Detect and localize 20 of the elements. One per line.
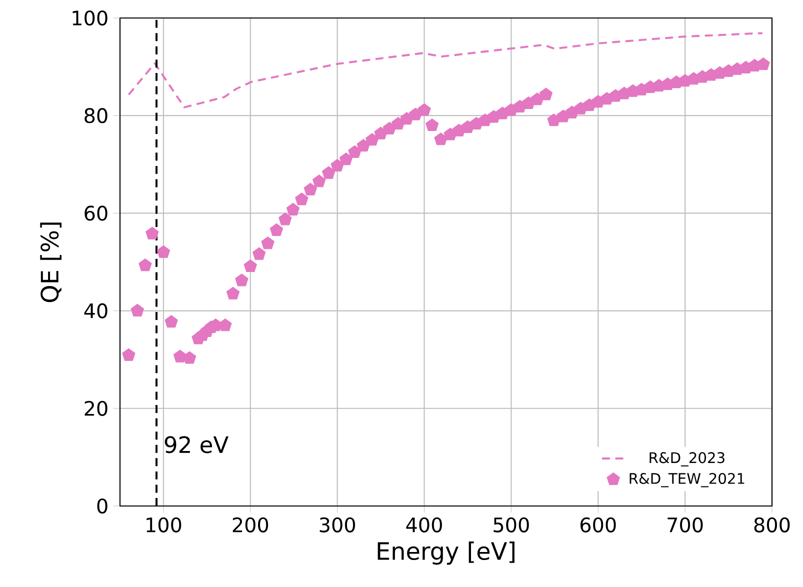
y-tick-label: 40 (84, 303, 108, 318)
legend-label: R&D_TEW_2021 (630, 472, 744, 488)
x-tick-label: 300 (320, 517, 356, 532)
y-axis-title: QE [%] (40, 222, 62, 302)
y-tick-label: 20 (84, 400, 108, 416)
y-tick-label: 60 (84, 206, 108, 221)
x-tick-label: 800 (754, 517, 790, 532)
x-tick-label: 600 (580, 517, 616, 532)
x-tick-label: 200 (232, 517, 268, 532)
x-axis-title: Energy [eV] (378, 542, 514, 565)
x-tick-label: 400 (406, 517, 442, 532)
y-tick-label: 0 (97, 498, 108, 514)
x-tick-label: 100 (146, 517, 182, 532)
legend-label: R&D_2023 (650, 452, 724, 466)
x-tick-label: 700 (668, 517, 703, 532)
line-series (128, 32, 764, 108)
ref-line-label: 92 eV (164, 436, 228, 454)
y-tick-label: 100 (72, 10, 108, 26)
x-tick-label: 500 (494, 517, 529, 532)
y-tick-label: 80 (84, 108, 108, 124)
